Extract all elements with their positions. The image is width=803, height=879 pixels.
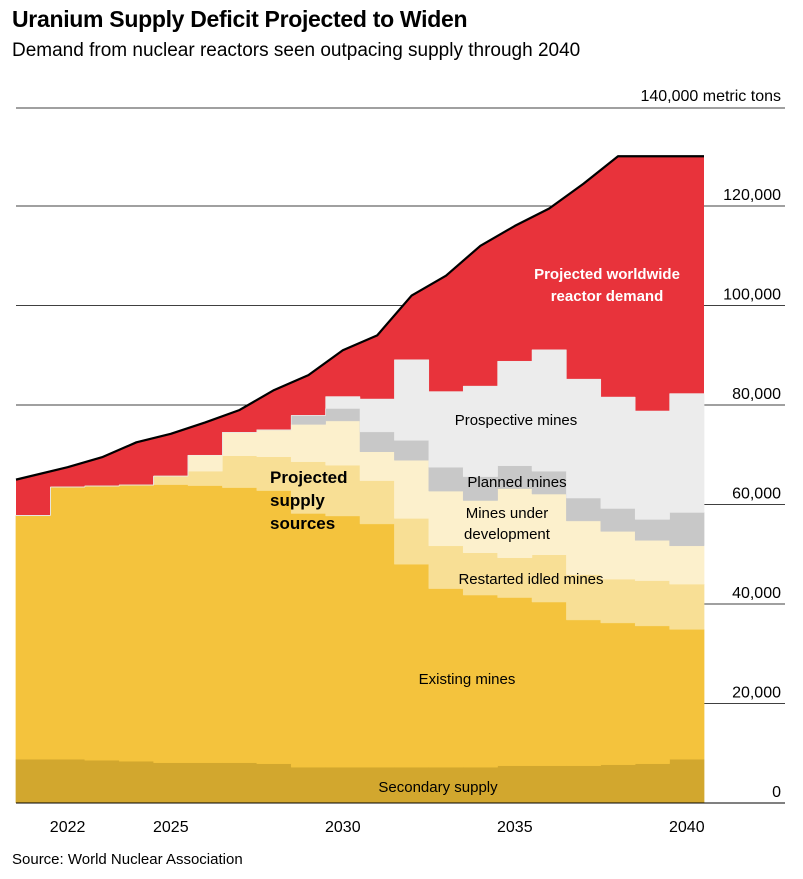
y-tick-label: 60,000 — [732, 486, 781, 503]
x-tick-label: 2030 — [325, 819, 361, 836]
label-mines-under-development: Mines under development — [464, 505, 551, 543]
area-reactor-demand — [16, 156, 704, 516]
y-tick-label: 0 — [772, 784, 781, 801]
label-restarted-idled-mines: Restarted idled mines — [458, 571, 603, 588]
chart-subtitle: Demand from nuclear reactors seen outpac… — [12, 40, 581, 61]
area-overlay-prospective-mines — [16, 349, 705, 520]
x-tick-label: 2035 — [497, 819, 533, 836]
y-tick-label: 120,000 — [723, 187, 781, 204]
chart-title: Uranium Supply Deficit Projected to Wide… — [12, 6, 468, 32]
x-tick-label: 2022 — [50, 819, 86, 836]
x-tick-label: 2025 — [153, 819, 189, 836]
label-secondary-supply: Secondary supply — [378, 779, 498, 796]
label-existing-mines: Existing mines — [419, 671, 516, 688]
y-tick-label: 40,000 — [732, 585, 781, 602]
x-tick-label: 2040 — [669, 819, 705, 836]
y-tick-label: 80,000 — [732, 386, 781, 403]
y-tick-label: 20,000 — [732, 685, 781, 702]
label-supply-sources: Projected supply sources — [270, 468, 347, 533]
label-planned-mines: Planned mines — [467, 474, 566, 491]
y-tick-label: 100,000 — [723, 287, 781, 304]
label-reactor-demand: Projected worldwide reactor demand — [534, 266, 680, 305]
demand-line — [15, 155, 704, 481]
source-note: Source: World Nuclear Association — [12, 851, 243, 868]
y-unit-label: 140,000 metric tons — [640, 88, 781, 105]
label-prospective-mines: Prospective mines — [455, 412, 578, 429]
